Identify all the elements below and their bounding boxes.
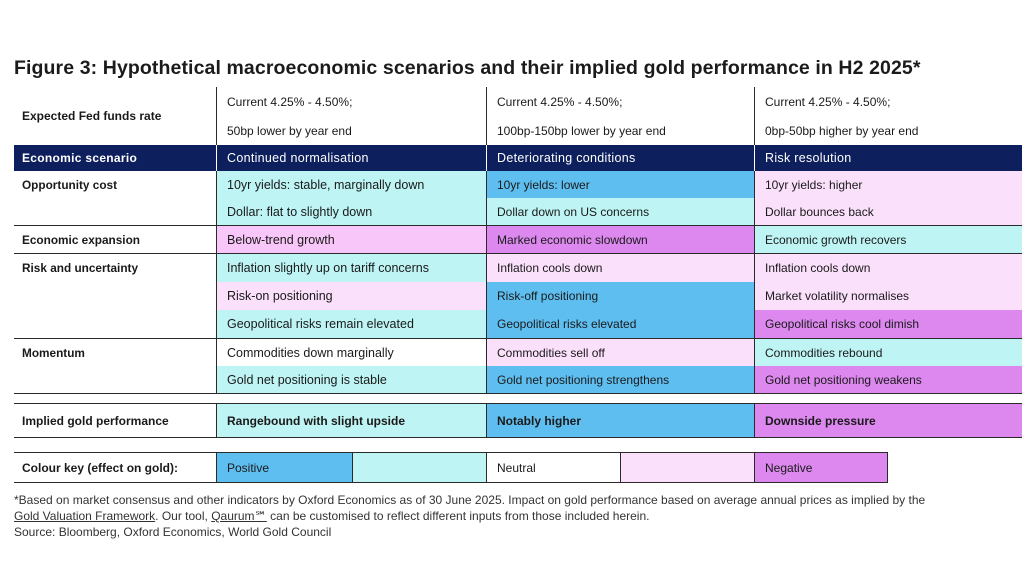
table-cell: Inflation cools down bbox=[754, 254, 1022, 282]
fed-cell-normalisation: Current 4.25% - 4.50%; 50bp lower by yea… bbox=[216, 87, 486, 145]
risk-uncertainty-row: Geopolitical risks remain elevated Geopo… bbox=[14, 310, 1022, 338]
table-cell: Market volatility normalises bbox=[754, 282, 1022, 310]
section-label: Opportunity cost bbox=[22, 177, 118, 192]
table-cell: 10yr yields: lower bbox=[486, 171, 754, 198]
section-label-empty bbox=[14, 310, 216, 338]
table-cell: 10yr yields: higher bbox=[754, 171, 1022, 198]
table-cell: Inflation slightly up on tariff concerns bbox=[216, 254, 486, 282]
fed-cell-resolution: Current 4.25% - 4.50%; 0bp-50bp higher b… bbox=[754, 87, 1022, 145]
key-positive-strong: Positive bbox=[216, 453, 352, 482]
table-cell: Commodities down marginally bbox=[216, 339, 486, 366]
table-cell: Geopolitical risks remain elevated bbox=[216, 310, 486, 338]
row-label: Expected Fed funds rate bbox=[22, 109, 162, 123]
key-negative-strong: Negative bbox=[754, 453, 888, 482]
table-cell: Gold net positioning is stable bbox=[216, 366, 486, 393]
row-label: Implied gold performance bbox=[22, 413, 169, 428]
table-cell: Economic growth recovers bbox=[754, 226, 1022, 253]
table-spacer bbox=[14, 393, 1022, 403]
fed-current: Current 4.25% - 4.50%; bbox=[227, 94, 353, 109]
table-cell: Geopolitical risks cool dimish bbox=[754, 310, 1022, 338]
section-label-empty bbox=[14, 282, 216, 310]
section-label-empty bbox=[14, 366, 216, 393]
footnote-line: *Based on market consensus and other ind… bbox=[14, 493, 926, 507]
key-neutral: Neutral bbox=[486, 453, 620, 482]
implied-deteriorating: Notably higher bbox=[486, 404, 754, 437]
implied-gold-row: Implied gold performance Rangebound with… bbox=[14, 403, 1022, 438]
table-cell: Risk-off positioning bbox=[486, 282, 754, 310]
table-cell: 10yr yields: stable, marginally down bbox=[216, 171, 486, 198]
fed-current: Current 4.25% - 4.50%; bbox=[497, 94, 623, 109]
section-label: Risk and uncertainty bbox=[22, 261, 139, 275]
table-cell: Dollar bounces back bbox=[754, 198, 1022, 225]
qaurum-link[interactable]: Qaurum℠ bbox=[211, 509, 267, 523]
colour-key-label: Colour key (effect on gold): bbox=[22, 460, 178, 475]
economic-expansion-row: Economic expansion Below-trend growth Ma… bbox=[14, 225, 1022, 253]
table-cell: Inflation cools down bbox=[486, 254, 754, 282]
key-positive-light bbox=[352, 453, 486, 482]
figure-title: Figure 3: Hypothetical macroeconomic sce… bbox=[14, 57, 921, 79]
fed-funds-row: Expected Fed funds rate Current 4.25% - … bbox=[14, 87, 1022, 145]
fed-current: Current 4.25% - 4.50%; bbox=[765, 94, 891, 109]
opportunity-cost-row: Dollar: flat to slightly down Dollar dow… bbox=[14, 198, 1022, 225]
colour-key: Colour key (effect on gold): Positive Ne… bbox=[14, 452, 888, 483]
scenario-header-row: Economic scenario Continued normalisatio… bbox=[14, 145, 1022, 171]
risk-uncertainty-row: Risk and uncertainty Inflation slightly … bbox=[14, 253, 1022, 282]
momentum-row: Momentum Commodities down marginally Com… bbox=[14, 338, 1022, 366]
footnote: *Based on market consensus and other ind… bbox=[14, 492, 1014, 540]
table-cell: Dollar down on US concerns bbox=[486, 198, 754, 225]
table-cell: Gold net positioning weakens bbox=[754, 366, 1022, 393]
scenario-deteriorating-header: Deteriorating conditions bbox=[486, 145, 754, 171]
key-negative-light bbox=[620, 453, 754, 482]
section-label: Momentum bbox=[22, 345, 85, 360]
table-cell: Risk-on positioning bbox=[216, 282, 486, 310]
fed-cell-deteriorating: Current 4.25% - 4.50%; 100bp-150bp lower… bbox=[486, 87, 754, 145]
section-label-empty bbox=[14, 198, 216, 225]
table-cell: Gold net positioning strengthens bbox=[486, 366, 754, 393]
scenario-normalisation-header: Continued normalisation bbox=[216, 145, 486, 171]
table-cell: Geopolitical risks elevated bbox=[486, 310, 754, 338]
footnote-text: . Our tool, bbox=[155, 509, 208, 523]
scenario-resolution-header: Risk resolution bbox=[754, 145, 1022, 171]
fed-expectation: 100bp-150bp lower by year end bbox=[497, 123, 666, 138]
table-cell: Dollar: flat to slightly down bbox=[216, 198, 486, 225]
table-cell: Marked economic slowdown bbox=[486, 226, 754, 253]
gold-valuation-framework-link[interactable]: Gold Valuation Framework bbox=[14, 509, 156, 523]
section-label: Economic expansion bbox=[22, 232, 140, 247]
fed-expectation: 50bp lower by year end bbox=[227, 123, 352, 138]
footnote-text: can be customised to reflect different i… bbox=[270, 509, 650, 523]
risk-uncertainty-row: Risk-on positioning Risk-off positioning… bbox=[14, 282, 1022, 310]
implied-resolution: Downside pressure bbox=[754, 404, 1022, 437]
table-cell: Below-trend growth bbox=[216, 226, 486, 253]
scenario-table: Expected Fed funds rate Current 4.25% - … bbox=[14, 87, 1022, 438]
fed-expectation: 0bp-50bp higher by year end bbox=[765, 123, 919, 138]
opportunity-cost-row: Opportunity cost 10yr yields: stable, ma… bbox=[14, 171, 1022, 198]
header-label: Economic scenario bbox=[22, 151, 138, 165]
source-line: Source: Bloomberg, Oxford Economics, Wor… bbox=[14, 525, 332, 539]
footnote-line: Gold Valuation Framework. Our tool, Qaur… bbox=[14, 508, 1014, 524]
table-cell: Commodities rebound bbox=[754, 339, 1022, 366]
momentum-row: Gold net positioning is stable Gold net … bbox=[14, 366, 1022, 393]
implied-normalisation: Rangebound with slight upside bbox=[216, 404, 486, 437]
table-cell: Commodities sell off bbox=[486, 339, 754, 366]
